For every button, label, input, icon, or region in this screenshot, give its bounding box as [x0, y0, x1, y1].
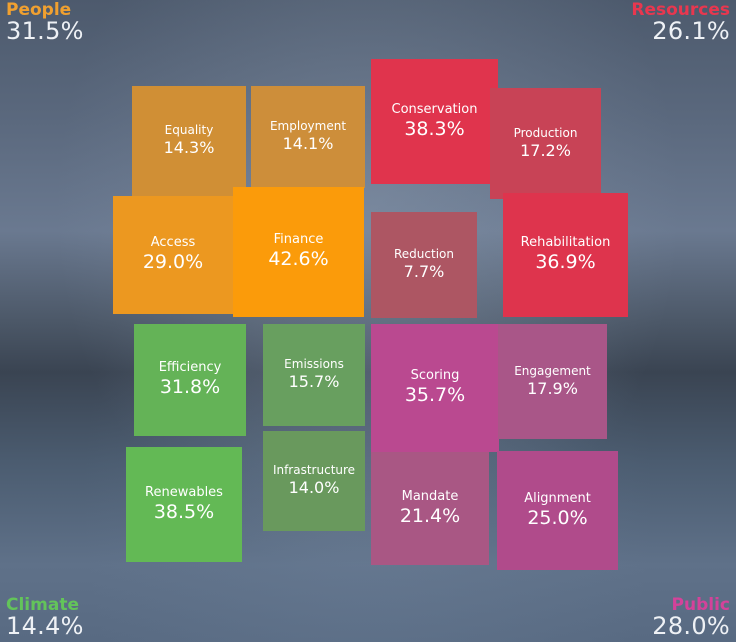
tile-efficiency-value: 31.8%	[159, 376, 221, 399]
tile-conservation-value: 38.3%	[404, 117, 465, 140]
tile-engagement: Engagement 17.9%	[498, 324, 607, 439]
tile-infrastructure: Infrastructure 14.0%	[263, 431, 365, 531]
tile-conservation-label: Conservation	[391, 101, 478, 117]
tile-renewables-value: 38.5%	[153, 500, 215, 523]
tile-rehabilitation-label: Rehabilitation	[520, 235, 611, 251]
tile-access: Access 29.0%	[113, 196, 233, 314]
tile-finance-value: 42.6%	[268, 248, 329, 271]
tile-rehabilitation: Rehabilitation 36.9%	[503, 193, 628, 317]
group-public-name: Public	[671, 595, 730, 615]
tile-production-value: 17.2%	[520, 140, 571, 160]
group-people-name: People	[6, 0, 72, 20]
group-resources-summary: Resources 26.1%	[631, 0, 730, 45]
tile-equality: Equality 14.3%	[132, 86, 246, 196]
group-climate-summary: Climate 14.4%	[6, 595, 84, 640]
tile-mandate: Mandate 21.4%	[371, 452, 489, 565]
tile-production: Production 17.2%	[490, 88, 601, 199]
tile-equality-label: Equality	[164, 123, 214, 138]
tile-reduction-value: 7.7%	[403, 262, 445, 282]
tile-access-label: Access	[150, 235, 196, 251]
tile-alignment-value: 25.0%	[527, 506, 588, 529]
tile-renewables: Renewables 38.5%	[126, 447, 242, 562]
group-resources-value: 26.1%	[652, 17, 730, 45]
group-public-summary: Public 28.0%	[652, 595, 730, 640]
tile-employment: Employment 14.1%	[251, 86, 365, 188]
tile-reduction: Reduction 7.7%	[371, 212, 477, 318]
tile-equality-value: 14.3%	[163, 138, 215, 158]
tile-conservation: Conservation 38.3%	[371, 59, 498, 184]
group-climate-value: 14.4%	[6, 612, 84, 640]
tile-mandate-label: Mandate	[401, 488, 459, 504]
tile-finance-label: Finance	[273, 232, 324, 248]
tile-employment-value: 14.1%	[282, 134, 334, 154]
tile-engagement-label: Engagement	[514, 363, 591, 378]
tile-renewables-label: Renewables	[145, 484, 223, 500]
tile-efficiency-label: Efficiency	[158, 360, 222, 376]
tile-infrastructure-label: Infrastructure	[272, 463, 356, 478]
group-resources-name: Resources	[631, 0, 730, 20]
tile-engagement-value: 17.9%	[527, 378, 578, 398]
group-public-value: 28.0%	[652, 612, 730, 640]
tile-emissions-label: Emissions	[284, 357, 344, 372]
tile-production-label: Production	[513, 125, 578, 140]
tile-efficiency: Efficiency 31.8%	[134, 324, 246, 436]
tile-scoring-value: 35.7%	[404, 384, 466, 407]
tile-employment-label: Employment	[269, 119, 347, 134]
tile-reduction-label: Reduction	[394, 247, 454, 262]
group-people-value: 31.5%	[6, 17, 84, 45]
tile-mandate-value: 21.4%	[399, 504, 461, 527]
tile-scoring-label: Scoring	[410, 368, 460, 384]
tile-alignment: Alignment 25.0%	[497, 451, 618, 570]
tile-access-value: 29.0%	[142, 251, 204, 274]
tile-emissions: Emissions 15.7%	[263, 324, 365, 426]
tile-scoring: Scoring 35.7%	[371, 324, 499, 452]
group-climate-name: Climate	[6, 595, 79, 615]
group-people-summary: People 31.5%	[6, 0, 84, 45]
tile-finance: Finance 42.6%	[233, 187, 364, 317]
tile-infrastructure-value: 14.0%	[288, 478, 340, 498]
tile-emissions-value: 15.7%	[288, 372, 340, 392]
tile-alignment-label: Alignment	[524, 490, 591, 506]
tile-rehabilitation-value: 36.9%	[535, 251, 596, 274]
